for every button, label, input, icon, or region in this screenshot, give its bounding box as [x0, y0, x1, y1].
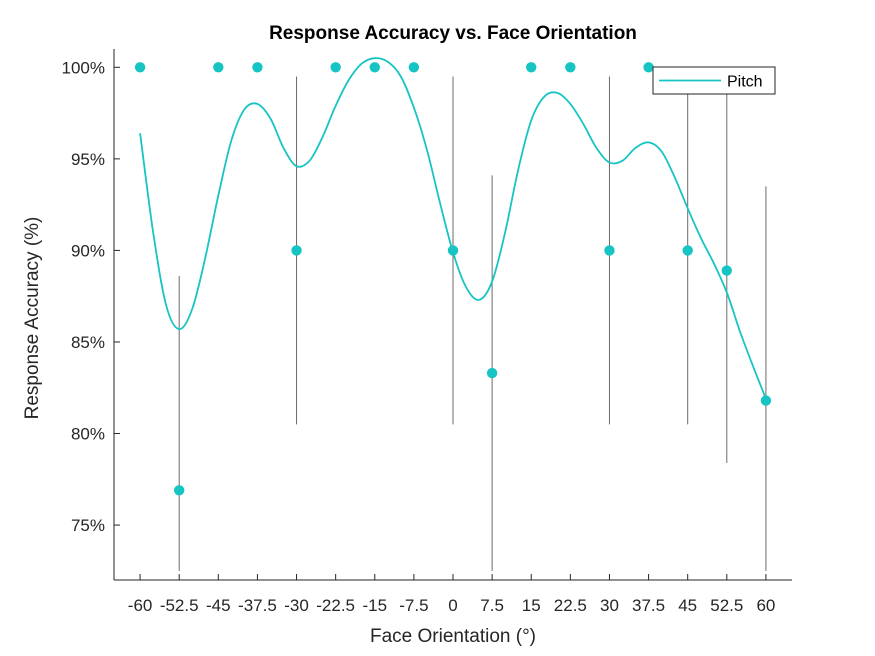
x-tick-label: 22.5	[554, 596, 587, 615]
data-point	[643, 62, 654, 73]
data-point	[291, 245, 302, 256]
plot-area: -60 -52.5 -45 -37.5 -30 -22.5 -15 -7.5 0 7.5 15 22.…	[62, 49, 792, 615]
x-tick-label: 15	[522, 596, 541, 615]
x-tick-label: -37.5	[238, 596, 277, 615]
y-axis-label: Response Accuracy (%)	[22, 217, 43, 420]
data-point	[682, 245, 693, 256]
legend-label: Pitch	[727, 74, 763, 91]
y-tick-label: 75%	[71, 516, 105, 535]
x-tick-label: -60	[128, 596, 153, 615]
y-tick-label: 90%	[71, 241, 105, 260]
data-point	[604, 245, 615, 256]
x-tick-label: 37.5	[632, 596, 665, 615]
data-point	[369, 62, 380, 73]
x-tick-label: -30	[284, 596, 309, 615]
x-tick-label: 30	[600, 596, 619, 615]
x-tick-label: -15	[362, 596, 387, 615]
y-tick-label: 85%	[71, 333, 105, 352]
x-tick-label: 7.5	[480, 596, 504, 615]
chart-title: Response Accuracy vs. Face Orientation	[269, 23, 637, 44]
y-tick-label: 80%	[71, 425, 105, 444]
x-tick-label: -52.5	[160, 596, 199, 615]
x-tick-label: 0	[448, 596, 457, 615]
x-tick-label: -7.5	[399, 596, 428, 615]
x-tick-label: 45	[678, 596, 697, 615]
data-point	[173, 485, 185, 496]
data-point	[760, 395, 772, 406]
x-tick-label: -45	[206, 596, 231, 615]
data-point	[252, 62, 263, 73]
data-point	[486, 367, 498, 379]
data-point	[565, 62, 576, 73]
data-point	[526, 62, 537, 73]
x-axis-label: Face Orientation (°)	[370, 626, 536, 647]
data-point	[408, 62, 420, 73]
y-tick-label: 100%	[62, 58, 105, 77]
legend: Pitch	[652, 66, 776, 95]
data-point	[330, 62, 341, 73]
data-point	[134, 62, 146, 73]
data-point	[447, 245, 459, 256]
x-tick-label: 52.5	[710, 596, 743, 615]
data-point	[721, 265, 733, 276]
y-tick-label: 95%	[71, 150, 105, 169]
x-tick-label: -22.5	[316, 596, 355, 615]
data-point	[213, 62, 224, 73]
x-tick-label: 60	[756, 596, 775, 615]
